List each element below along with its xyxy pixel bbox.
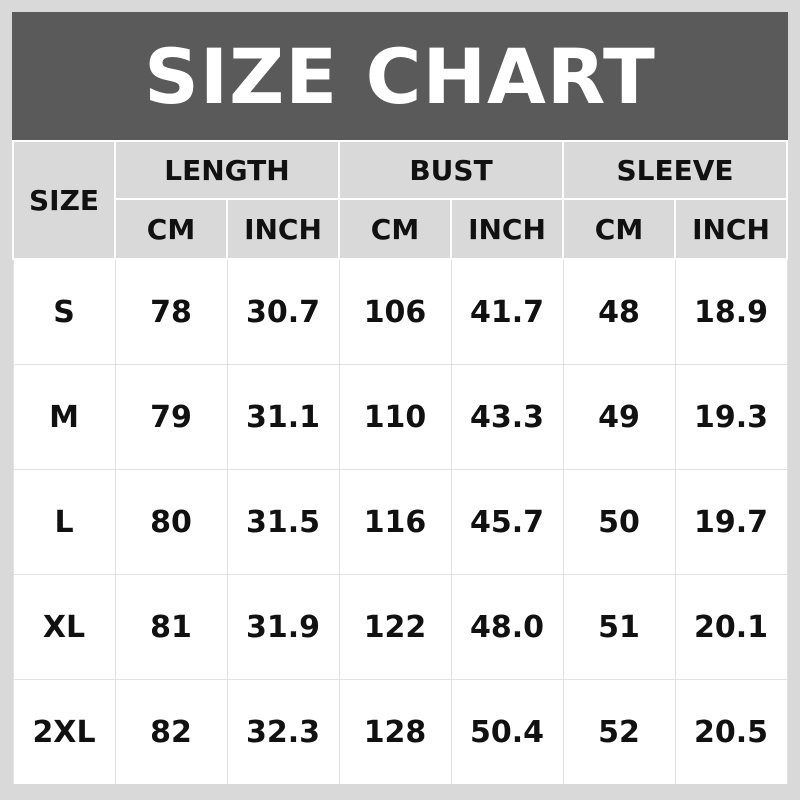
value-cell: 52 bbox=[562, 679, 676, 784]
value-cell: 116 bbox=[338, 469, 452, 575]
size-cell: M bbox=[12, 364, 116, 470]
value-cell: 19.7 bbox=[674, 469, 788, 575]
table-row: L 80 31.5 116 45.7 50 19.7 bbox=[12, 469, 788, 575]
size-cell: S bbox=[12, 258, 116, 365]
header-unit: CM bbox=[562, 198, 676, 260]
value-cell: 48.0 bbox=[450, 574, 564, 680]
value-cell: 18.9 bbox=[674, 258, 788, 365]
size-cell: XL bbox=[12, 574, 116, 680]
value-cell: 49 bbox=[562, 364, 676, 470]
value-cell: 19.3 bbox=[674, 364, 788, 470]
page-title: SIZE CHART bbox=[12, 12, 788, 140]
value-cell: 128 bbox=[338, 679, 452, 784]
value-cell: 31.9 bbox=[226, 574, 340, 680]
value-cell: 20.5 bbox=[674, 679, 788, 784]
value-cell: 41.7 bbox=[450, 258, 564, 365]
header-unit: CM bbox=[338, 198, 452, 260]
header-unit: INCH bbox=[450, 198, 564, 260]
header-length: LENGTH bbox=[114, 140, 340, 200]
value-cell: 50.4 bbox=[450, 679, 564, 784]
size-cell: 2XL bbox=[12, 679, 116, 784]
header-unit: INCH bbox=[674, 198, 788, 260]
value-cell: 43.3 bbox=[450, 364, 564, 470]
value-cell: 45.7 bbox=[450, 469, 564, 575]
size-chart-table: SIZE LENGTH BUST SLEEVE CM INCH CM INCH … bbox=[12, 140, 788, 784]
value-cell: 78 bbox=[114, 258, 228, 365]
header-size: SIZE bbox=[12, 140, 116, 260]
header-bust: BUST bbox=[338, 140, 564, 200]
table-row: 2XL 82 32.3 128 50.4 52 20.5 bbox=[12, 679, 788, 784]
size-cell: L bbox=[12, 469, 116, 575]
table-row: M 79 31.1 110 43.3 49 19.3 bbox=[12, 364, 788, 470]
value-cell: 48 bbox=[562, 258, 676, 365]
header-sleeve: SLEEVE bbox=[562, 140, 788, 200]
value-cell: 82 bbox=[114, 679, 228, 784]
value-cell: 106 bbox=[338, 258, 452, 365]
value-cell: 122 bbox=[338, 574, 452, 680]
value-cell: 51 bbox=[562, 574, 676, 680]
value-cell: 79 bbox=[114, 364, 228, 470]
value-cell: 80 bbox=[114, 469, 228, 575]
table-row: XL 81 31.9 122 48.0 51 20.1 bbox=[12, 574, 788, 680]
table-row: S 78 30.7 106 41.7 48 18.9 bbox=[12, 258, 788, 365]
value-cell: 81 bbox=[114, 574, 228, 680]
value-cell: 110 bbox=[338, 364, 452, 470]
value-cell: 20.1 bbox=[674, 574, 788, 680]
header-unit: INCH bbox=[226, 198, 340, 260]
header-unit: CM bbox=[114, 198, 228, 260]
value-cell: 50 bbox=[562, 469, 676, 575]
value-cell: 32.3 bbox=[226, 679, 340, 784]
value-cell: 31.5 bbox=[226, 469, 340, 575]
value-cell: 31.1 bbox=[226, 364, 340, 470]
value-cell: 30.7 bbox=[226, 258, 340, 365]
